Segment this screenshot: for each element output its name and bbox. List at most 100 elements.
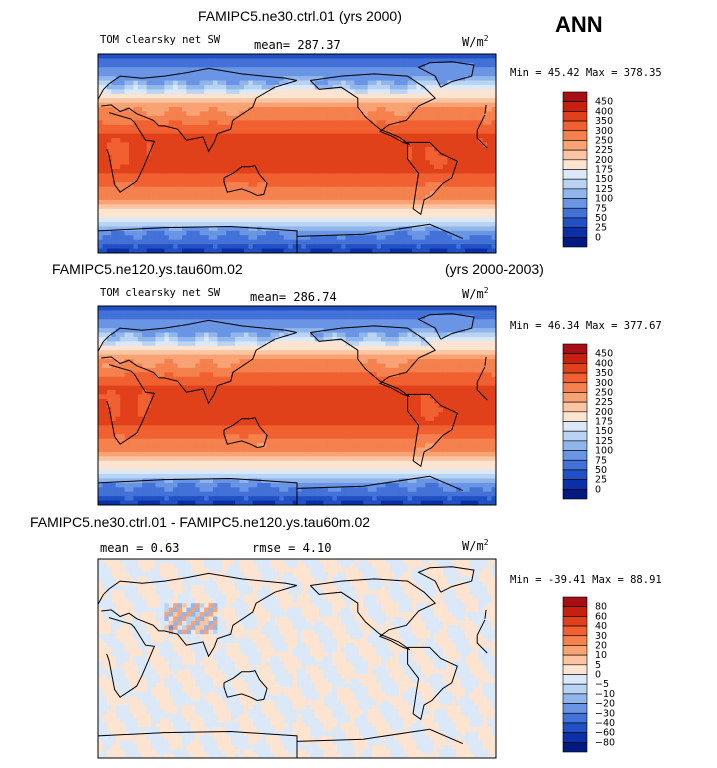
map-cell xyxy=(182,235,187,241)
map-cell xyxy=(106,98,112,104)
map-cell xyxy=(111,71,117,77)
map-cell xyxy=(438,186,444,192)
map-cell xyxy=(182,93,187,99)
map-cell xyxy=(168,204,174,210)
map-cell xyxy=(363,222,369,227)
map-cell xyxy=(159,67,165,73)
map-cell xyxy=(327,332,333,338)
map-cell xyxy=(182,244,187,249)
map-cell xyxy=(159,76,165,81)
map-cell xyxy=(327,111,333,117)
map-cell xyxy=(124,328,130,333)
map-cell xyxy=(106,244,112,249)
map-cell xyxy=(235,146,240,152)
map-cell xyxy=(159,328,165,333)
map-cell xyxy=(305,98,311,104)
coastline xyxy=(407,141,458,216)
map-cell xyxy=(363,146,369,152)
map-cell xyxy=(270,98,276,104)
map-cell xyxy=(310,310,316,316)
map-cell xyxy=(186,306,192,311)
map-cell xyxy=(469,89,475,95)
map-cell xyxy=(212,115,218,121)
map-cell xyxy=(416,204,422,210)
map-cell xyxy=(473,111,479,117)
map-cell xyxy=(420,217,426,223)
map-cell xyxy=(274,186,280,192)
map-cell xyxy=(252,133,258,139)
map-cell xyxy=(155,164,161,170)
map-cell xyxy=(376,345,382,351)
map-cell xyxy=(120,177,125,183)
map-cell xyxy=(177,217,183,223)
map-cell xyxy=(159,204,165,210)
map-cell xyxy=(385,93,391,99)
coastline xyxy=(417,61,475,88)
map-cell xyxy=(226,230,232,236)
map-cell xyxy=(473,323,479,329)
map-cell xyxy=(327,58,333,64)
map-cell xyxy=(106,217,112,223)
map-cell xyxy=(168,230,174,236)
map-cell xyxy=(186,151,192,157)
map-cell xyxy=(98,182,103,188)
map-cell xyxy=(332,177,338,183)
map-cell xyxy=(478,306,484,311)
map-cell xyxy=(465,328,470,333)
season-label: ANN xyxy=(555,12,603,37)
map-cell xyxy=(336,244,342,249)
map-cell xyxy=(199,341,205,347)
map-cell xyxy=(411,115,417,121)
map-cell xyxy=(288,195,293,201)
map-cell xyxy=(159,146,165,152)
map-cell xyxy=(217,328,223,333)
map-cell xyxy=(434,213,439,219)
map-cell xyxy=(358,155,364,161)
map-cell xyxy=(336,199,342,205)
map-cell xyxy=(142,146,148,152)
map-cell xyxy=(305,186,311,192)
map-cell xyxy=(381,84,386,90)
map-cell xyxy=(243,239,249,245)
map-cell xyxy=(177,151,183,157)
map-cell xyxy=(429,244,435,249)
map-cell xyxy=(115,98,121,104)
map-cell xyxy=(288,102,293,108)
map-cell xyxy=(195,133,201,139)
map-cell xyxy=(164,177,170,183)
map-cell xyxy=(235,71,240,77)
map-cell xyxy=(341,341,347,347)
map-cell xyxy=(354,102,360,108)
map-cell xyxy=(190,341,196,347)
map-cell xyxy=(195,328,201,333)
map-cell xyxy=(248,98,254,104)
map-cell xyxy=(243,244,249,249)
map-cell xyxy=(447,138,453,143)
map-cell xyxy=(208,89,214,95)
map-cell xyxy=(336,191,342,196)
map-cell xyxy=(226,98,232,104)
map-cell xyxy=(190,319,196,325)
map-cell xyxy=(354,226,360,232)
map-cell xyxy=(407,177,413,183)
map-cell xyxy=(482,89,488,95)
map-cell xyxy=(434,226,439,232)
map-cell xyxy=(398,217,404,223)
map-cell xyxy=(102,115,108,121)
map-cell xyxy=(301,146,307,152)
map-cell xyxy=(137,93,143,99)
map-cell xyxy=(128,71,134,77)
map-cell xyxy=(420,186,426,192)
map-cell xyxy=(137,336,143,342)
map-cell xyxy=(367,341,373,347)
map-cell xyxy=(447,222,453,227)
map-cell xyxy=(199,332,205,338)
map-cell xyxy=(270,332,276,338)
map-cell xyxy=(137,133,143,139)
map-cell xyxy=(208,213,214,219)
map-cell xyxy=(372,89,377,95)
map-cell xyxy=(204,182,209,188)
map-cell xyxy=(438,124,444,130)
map-cell xyxy=(469,336,475,342)
map-cell xyxy=(478,111,484,117)
